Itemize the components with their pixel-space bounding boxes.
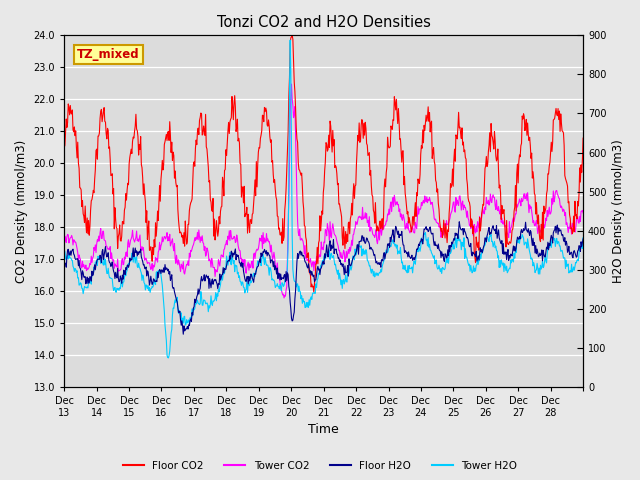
- Y-axis label: CO2 Density (mmol/m3): CO2 Density (mmol/m3): [15, 140, 28, 283]
- Legend: Floor CO2, Tower CO2, Floor H2O, Tower H2O: Floor CO2, Tower CO2, Floor H2O, Tower H…: [119, 456, 521, 475]
- Title: Tonzi CO2 and H2O Densities: Tonzi CO2 and H2O Densities: [217, 15, 431, 30]
- X-axis label: Time: Time: [308, 423, 339, 436]
- Y-axis label: H2O Density (mmol/m3): H2O Density (mmol/m3): [612, 139, 625, 283]
- Text: TZ_mixed: TZ_mixed: [77, 48, 140, 61]
